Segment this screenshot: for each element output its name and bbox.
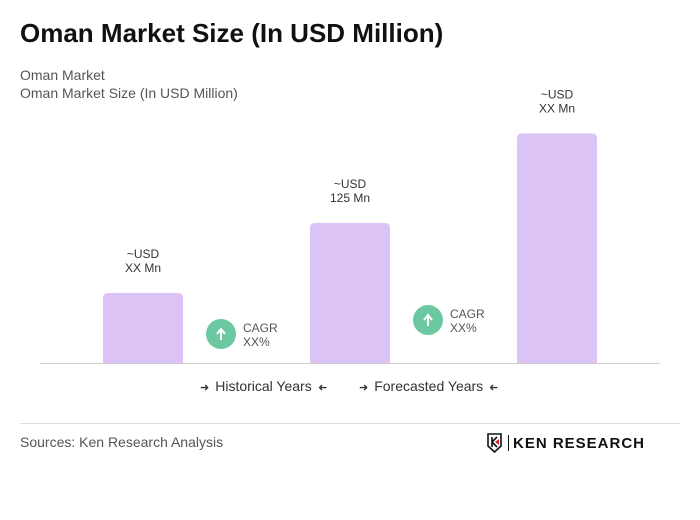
page-title: Oman Market Size (In USD Million)	[20, 18, 444, 48]
arrow-up-icon	[423, 313, 433, 326]
legend-forecasted-label: Forecasted Years	[374, 378, 484, 394]
cagr-label: CAGR	[243, 321, 278, 335]
arrow-right-icon: ➜	[359, 382, 369, 394]
arrow-up-icon	[216, 327, 226, 340]
data-label: 125 Mn	[330, 191, 370, 205]
footer-divider	[20, 423, 680, 424]
data-label: ~USD	[334, 177, 367, 191]
chart-subtitle-market: Oman Market	[20, 67, 105, 83]
legend-historical-label: Historical Years	[215, 378, 312, 394]
data-label: ~USD	[127, 247, 160, 261]
data-label: ~USD	[541, 87, 574, 101]
legend-historical: ➜ Historical Years ➜	[200, 378, 333, 394]
cagr-value: XX%	[243, 335, 270, 349]
data-label: XX Mn	[539, 101, 575, 115]
cagr-label: CAGR	[450, 307, 485, 321]
logo-text: KEN RESEARCH	[513, 434, 646, 452]
bar	[310, 223, 390, 363]
arrow-left-icon: ➜	[317, 382, 327, 394]
ken-research-logo: KEN RESEARCH	[486, 433, 645, 453]
chart-subtitle: Oman Market Size (In USD Million)	[20, 85, 238, 101]
bar	[103, 293, 183, 363]
legend-forecasted: ➜ Forecasted Years ➜	[359, 378, 504, 394]
data-label: XX Mn	[125, 261, 161, 275]
arrow-right-icon: ➜	[200, 382, 210, 394]
cagr-value: XX%	[450, 321, 477, 335]
logo-shield-icon	[487, 433, 502, 453]
sources-text: Sources: Ken Research Analysis	[20, 434, 224, 450]
arrow-left-icon: ➜	[489, 382, 499, 394]
bar	[517, 133, 597, 363]
